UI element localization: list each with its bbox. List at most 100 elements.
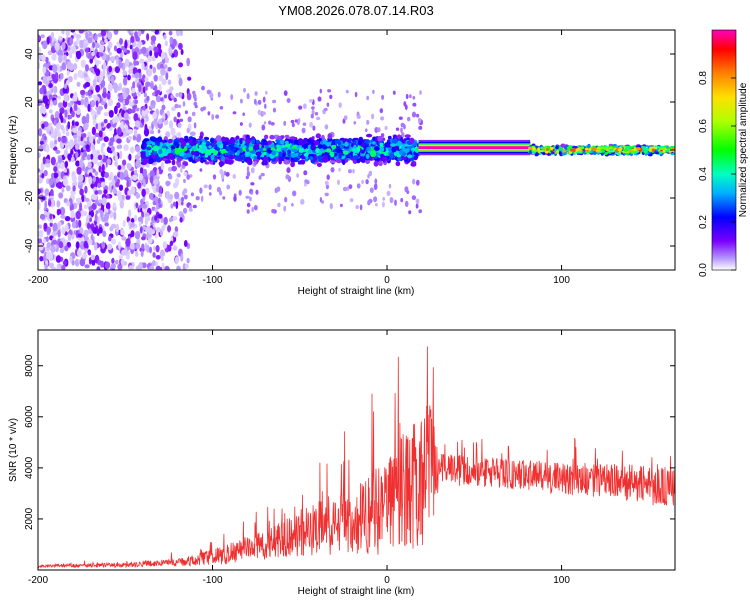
noise-cell: [330, 167, 335, 173]
signal-cell: [338, 152, 343, 159]
noise-cell: [73, 91, 78, 100]
noise-cell: [157, 197, 161, 204]
noise-cell: [38, 47, 41, 55]
noise-cell: [130, 186, 136, 195]
noise-cell: [253, 98, 257, 105]
signal-cell: [146, 146, 152, 151]
noise-cell: [58, 54, 63, 64]
noise-cell: [122, 219, 126, 228]
noise-cell: [154, 215, 158, 221]
noise-cell: [186, 174, 190, 180]
noise-cell: [101, 197, 107, 206]
noise-cell: [171, 106, 176, 112]
noise-cell: [180, 49, 184, 55]
noise-cell: [380, 116, 385, 121]
noise-cell: [175, 92, 179, 98]
noise-cell: [217, 91, 221, 98]
noise-cell: [87, 222, 90, 230]
noise-cell: [133, 59, 137, 67]
noise-cell: [58, 192, 64, 199]
noise-cell: [276, 186, 281, 192]
signal-cell: [325, 148, 332, 153]
noise-cell: [418, 125, 423, 130]
noise-cell: [338, 167, 341, 172]
signal-cell: [397, 134, 401, 140]
noise-cell: [122, 164, 126, 171]
noise-cell: [155, 265, 161, 270]
signal-cell: [148, 157, 154, 164]
noise-cell: [200, 107, 205, 112]
noise-cell: [88, 251, 91, 256]
noise-cell: [120, 121, 124, 130]
signal-cell: [364, 139, 370, 144]
signal-cell: [255, 151, 262, 157]
noise-cell: [373, 183, 378, 190]
noise-cell: [411, 195, 417, 201]
noise-cell: [219, 190, 223, 196]
noise-cell: [47, 50, 53, 56]
noise-cell: [69, 255, 73, 263]
noise-cell: [303, 170, 308, 176]
noise-cell: [92, 176, 97, 183]
signal-cell: [204, 161, 210, 165]
noise-cell: [147, 238, 153, 244]
noise-cell: [254, 91, 258, 96]
signal-cell: [234, 156, 238, 161]
noise-cell: [165, 180, 171, 187]
noise-cell: [137, 216, 144, 222]
noise-cell: [135, 243, 141, 249]
signal-cell: [395, 161, 401, 167]
noise-cell: [233, 195, 237, 202]
noise-cell: [61, 226, 66, 235]
noise-cell: [180, 30, 183, 37]
noise-cell: [135, 60, 140, 66]
noise-cell: [133, 169, 138, 175]
noise-cell: [43, 136, 47, 141]
signal-cell: [387, 135, 392, 140]
noise-cell: [53, 119, 57, 126]
noise-cell: [131, 88, 136, 94]
noise-cell: [194, 104, 198, 109]
noise-cell: [50, 245, 56, 253]
noise-cell: [49, 109, 53, 114]
signal-cell: [269, 134, 275, 140]
noise-cell: [111, 178, 116, 186]
noise-cell: [314, 111, 319, 116]
noise-cell: [100, 122, 104, 127]
noise-cell: [203, 184, 208, 189]
noise-cell: [90, 99, 96, 108]
noise-cell: [65, 145, 69, 150]
noise-cell: [107, 82, 113, 92]
noise-cell: [168, 174, 173, 180]
noise-cell: [262, 96, 266, 103]
noise-cell: [284, 196, 288, 203]
noise-cell: [101, 241, 106, 249]
noise-cell: [87, 89, 92, 97]
noise-cell: [311, 106, 315, 110]
noise-cell: [246, 209, 250, 214]
noise-cell: [137, 68, 142, 74]
noise-cell: [63, 149, 69, 158]
noise-cell: [104, 212, 109, 221]
noise-cell: [114, 160, 118, 167]
signal-cell: [162, 157, 167, 162]
noise-cell: [83, 73, 88, 78]
noise-cell: [74, 121, 79, 127]
noise-cell: [264, 103, 267, 109]
signal-cell: [262, 141, 269, 146]
noise-cell: [142, 179, 146, 188]
signal-cell: [301, 155, 306, 160]
noise-cell: [308, 99, 313, 103]
noise-cell: [161, 225, 165, 232]
noise-cell: [324, 192, 329, 197]
noise-cell: [44, 163, 51, 168]
noise-cell: [221, 173, 225, 180]
noise-cell: [121, 236, 127, 241]
signal-cell: [176, 157, 183, 162]
noise-cell: [42, 66, 47, 74]
noise-cell: [312, 125, 316, 131]
noise-cell: [286, 98, 291, 103]
noise-cell: [177, 122, 182, 129]
noise-cell: [87, 131, 92, 137]
noise-cell: [108, 235, 112, 242]
